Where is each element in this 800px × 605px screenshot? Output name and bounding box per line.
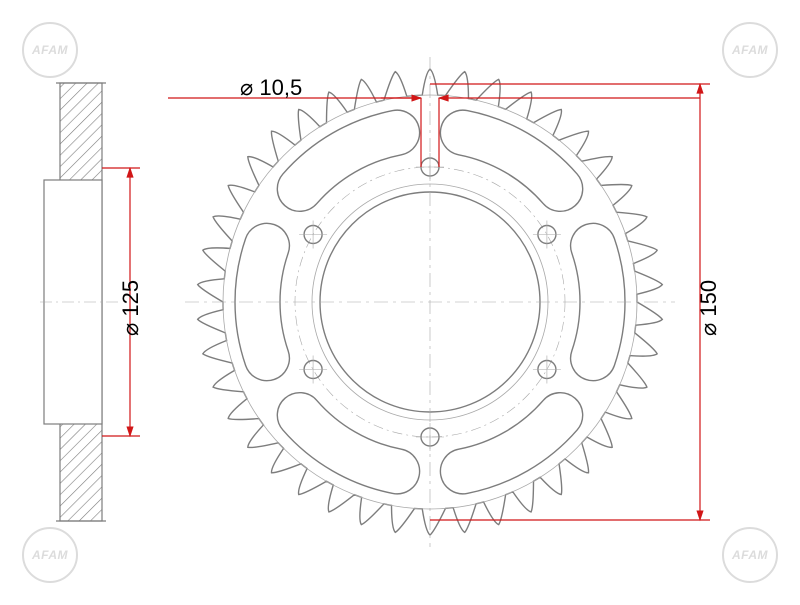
- hole-diameter-label: ⌀ 10,5: [240, 75, 302, 101]
- bolt-circle-diameter-label: ⌀ 125: [118, 280, 144, 336]
- brand-watermark: AFAM: [22, 22, 78, 78]
- brand-watermark: AFAM: [722, 22, 778, 78]
- brand-watermark: AFAM: [722, 527, 778, 583]
- outer-diameter-label: ⌀ 150: [696, 280, 722, 336]
- brand-watermark: AFAM: [22, 527, 78, 583]
